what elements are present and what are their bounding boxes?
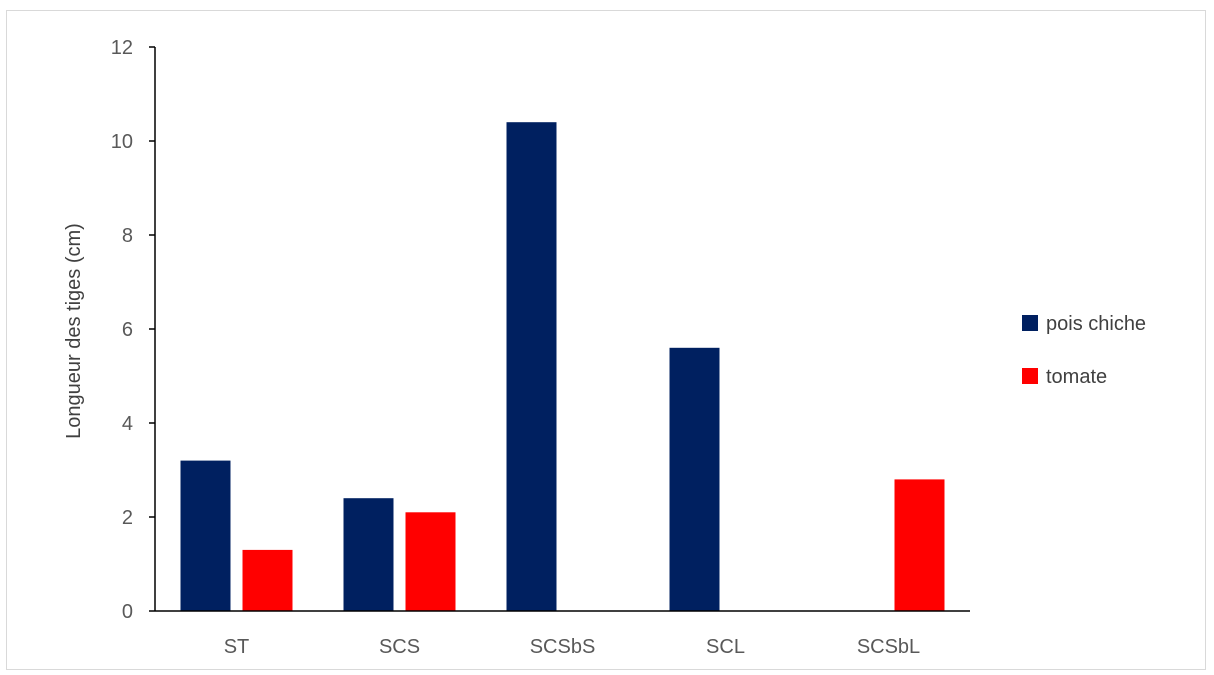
bar-pois-chiche-ST xyxy=(180,460,231,611)
y-axis-title: Longueur des tiges (cm) xyxy=(63,223,85,439)
x-tick-label: SCSbL xyxy=(857,636,920,658)
bar-tomate-SCS xyxy=(405,512,456,611)
y-tick-label: 12 xyxy=(111,37,133,59)
y-tick-label: 0 xyxy=(122,601,133,623)
axes-layer xyxy=(154,47,970,612)
x-tick-label: SCSbS xyxy=(530,636,596,658)
ticks-layer: 0 2 4 6 8 10 12 ST SCS SCSbS SCL SCSbL xyxy=(111,37,920,658)
bar-pois-chiche-SCS xyxy=(343,498,394,611)
legend-label: pois chiche xyxy=(1046,313,1146,335)
bar-pois-chiche-SCL xyxy=(669,347,720,611)
legend-swatch-tomate xyxy=(1022,368,1038,384)
x-tick-label: SCL xyxy=(706,636,745,658)
bar-tomate-ST xyxy=(242,549,293,611)
y-tick-label: 8 xyxy=(122,225,133,247)
y-tick-label: 2 xyxy=(122,507,133,529)
bars-layer xyxy=(180,122,945,611)
bar-pois-chiche-SCSbS xyxy=(506,122,557,611)
bar-tomate-SCSbL xyxy=(894,479,945,611)
legend: pois chiche tomate xyxy=(1022,313,1146,388)
y-tick-label: 10 xyxy=(111,131,133,153)
y-tick-label: 6 xyxy=(122,319,133,341)
x-tick-label: ST xyxy=(224,636,250,658)
x-tick-label: SCS xyxy=(379,636,420,658)
legend-label: tomate xyxy=(1046,366,1107,388)
legend-swatch-pois-chiche xyxy=(1022,315,1038,331)
y-tick-label: 4 xyxy=(122,413,133,435)
